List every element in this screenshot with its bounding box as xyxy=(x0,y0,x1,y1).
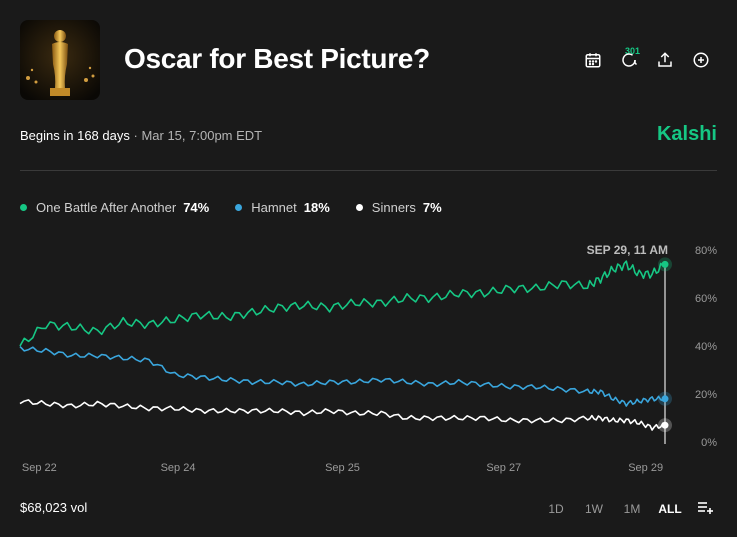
x-tick-label: Sep 27 xyxy=(486,462,521,474)
chart-legend: One Battle After Another 74% Hamnet 18% … xyxy=(20,200,442,215)
x-tick-label: Sep 24 xyxy=(161,462,196,474)
event-date: Mar 15, 7:00pm EDT xyxy=(141,128,262,143)
add-icon xyxy=(692,51,710,69)
series-end-point xyxy=(662,261,669,268)
series-end-point xyxy=(662,422,669,429)
price-chart[interactable]: 80% 60% 40% 20% 0% Sep 22 Sep 24 Sep 25 Sep 27 Se… xyxy=(0,235,737,480)
legend-name: Sinners xyxy=(372,200,416,215)
market-thumbnail xyxy=(20,20,100,100)
legend-pct: 18% xyxy=(304,200,330,215)
legend-item-sinners[interactable]: Sinners 7% xyxy=(356,200,442,215)
range-selector: 1D 1W 1M ALL xyxy=(539,498,719,519)
range-all-button[interactable]: ALL xyxy=(653,500,687,518)
legend-dot xyxy=(235,204,242,211)
legend-pct: 74% xyxy=(183,200,209,215)
filter-icon xyxy=(697,500,713,514)
range-1m-button[interactable]: 1M xyxy=(615,500,649,518)
legend-item-one-battle[interactable]: One Battle After Another 74% xyxy=(20,200,209,215)
add-button[interactable] xyxy=(689,48,713,72)
series-end-point xyxy=(662,395,669,402)
calendar-button[interactable] xyxy=(581,48,605,72)
x-tick-label: Sep 22 xyxy=(22,462,57,474)
y-tick-label: 0% xyxy=(701,437,717,449)
series-line-1 xyxy=(20,347,665,406)
series-line-2 xyxy=(20,400,665,430)
page-title: Oscar for Best Picture? xyxy=(124,43,430,75)
share-button[interactable] xyxy=(653,48,677,72)
range-1d-button[interactable]: 1D xyxy=(539,500,573,518)
calendar-icon xyxy=(584,51,602,69)
share-icon xyxy=(656,51,674,69)
y-tick-label: 20% xyxy=(695,389,717,401)
legend-name: Hamnet xyxy=(251,200,297,215)
y-tick-label: 60% xyxy=(695,293,717,305)
brand-logo[interactable]: Kalshi xyxy=(657,123,717,146)
legend-dot xyxy=(356,204,363,211)
legend-item-hamnet[interactable]: Hamnet 18% xyxy=(235,200,330,215)
hover-label: SEP 29, 11 AM xyxy=(587,243,668,257)
event-timing: Begins in 168 days · Mar 15, 7:00pm EDT xyxy=(20,128,262,143)
divider xyxy=(20,170,717,171)
legend-pct: 7% xyxy=(423,200,442,215)
oscar-statue-image xyxy=(20,20,100,100)
comments-button[interactable] xyxy=(617,48,641,72)
range-1w-button[interactable]: 1W xyxy=(577,500,611,518)
volume: $68,023 vol xyxy=(20,500,87,515)
begins-countdown: Begins in 168 days xyxy=(20,128,130,143)
legend-dot xyxy=(20,204,27,211)
comment-icon xyxy=(620,51,638,69)
legend-name: One Battle After Another xyxy=(36,200,176,215)
y-tick-label: 40% xyxy=(695,341,717,353)
series-line-0 xyxy=(20,261,665,346)
separator: · xyxy=(133,128,137,143)
x-tick-label: Sep 29 xyxy=(628,462,663,474)
x-tick-label: Sep 25 xyxy=(325,462,360,474)
filter-button[interactable] xyxy=(691,498,719,519)
y-tick-label: 80% xyxy=(695,245,717,257)
